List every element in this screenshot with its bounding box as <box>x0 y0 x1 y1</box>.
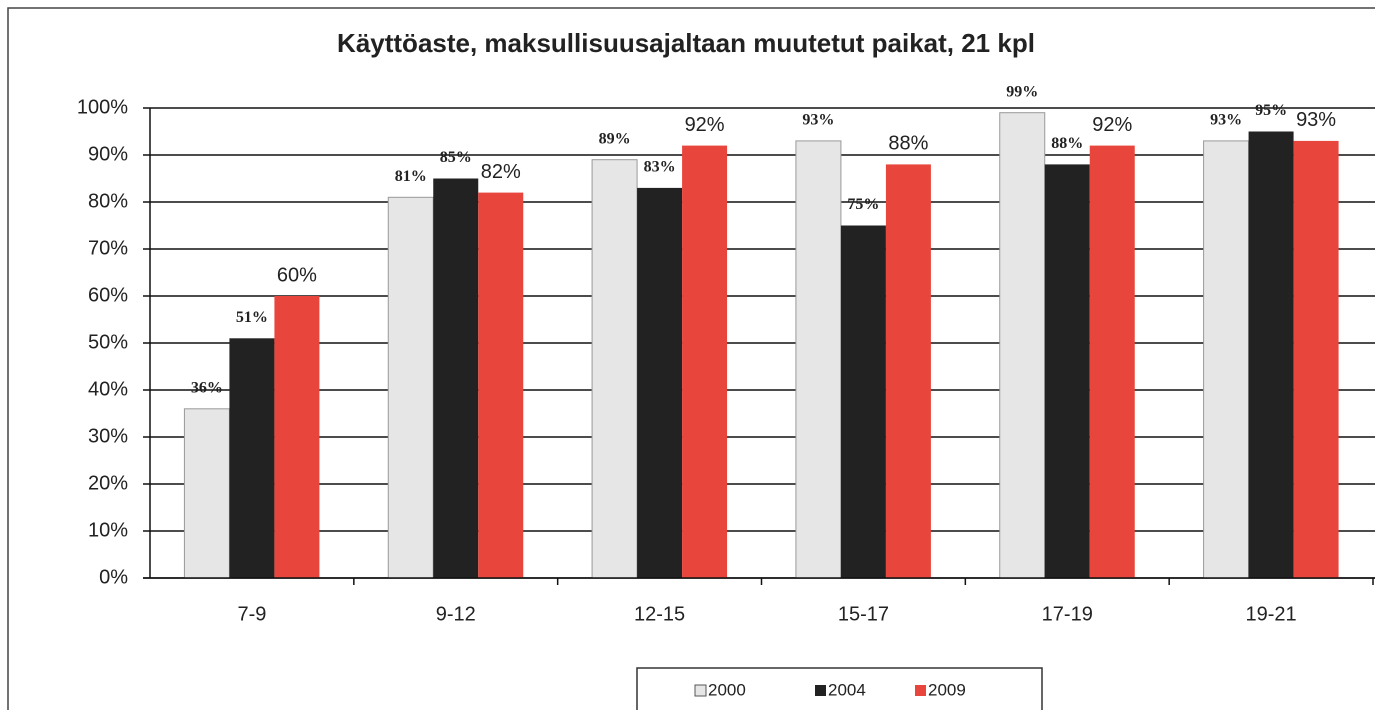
y-tick-label: 90% <box>88 143 128 165</box>
bar <box>183 408 230 579</box>
y-tick-label: 60% <box>88 284 128 306</box>
y-tick-label: 100% <box>77 96 128 118</box>
data-label: 60% <box>277 264 317 286</box>
data-label: 51% <box>236 309 268 326</box>
x-tick-label: 15-17 <box>838 603 889 625</box>
bar <box>795 140 842 579</box>
bar <box>682 145 728 578</box>
legend-label: 2000 <box>708 680 746 699</box>
x-tick-label: 17-19 <box>1042 603 1093 625</box>
bar <box>840 225 886 578</box>
data-label: 89% <box>599 130 631 147</box>
bar <box>999 112 1046 579</box>
bar <box>387 196 434 579</box>
data-label: 92% <box>685 114 725 136</box>
bar <box>591 159 638 579</box>
data-label: 88% <box>1051 135 1083 152</box>
data-label: 93% <box>1210 112 1242 129</box>
y-tick-label: 50% <box>88 331 128 353</box>
data-label: 36% <box>191 379 223 396</box>
data-label: 75% <box>847 196 879 213</box>
x-tick-label: 9-12 <box>436 603 476 625</box>
legend-label: 2004 <box>828 680 866 699</box>
data-label: 99% <box>1006 83 1038 100</box>
x-tick-label: 12-15 <box>634 603 685 625</box>
bar <box>637 187 683 578</box>
data-label: 82% <box>481 161 521 183</box>
bar <box>1293 140 1339 578</box>
bar <box>1248 131 1294 578</box>
data-label: 95% <box>1255 102 1287 119</box>
y-tick-label: 40% <box>88 378 128 400</box>
bar <box>433 178 479 578</box>
legend-swatch <box>694 684 707 697</box>
data-label: 81% <box>395 168 427 185</box>
data-label: 85% <box>440 149 472 166</box>
legend-swatch <box>915 685 926 696</box>
bar <box>274 296 320 578</box>
data-label: 83% <box>644 159 676 176</box>
legend-label: 2009 <box>928 680 966 699</box>
data-label: 92% <box>1092 114 1132 136</box>
bar <box>1089 145 1135 578</box>
bar <box>229 338 275 578</box>
y-tick-label: 70% <box>88 237 128 259</box>
bar <box>1203 140 1250 579</box>
data-label: 93% <box>802 112 834 129</box>
legend-swatch <box>815 685 826 696</box>
data-label: 93% <box>1296 109 1336 131</box>
y-tick-label: 20% <box>88 472 128 494</box>
y-tick-label: 0% <box>99 566 128 588</box>
bar <box>1044 164 1090 578</box>
chart-frame <box>7 7 1375 710</box>
x-tick-label: 19-21 <box>1246 603 1297 625</box>
bar <box>885 164 931 578</box>
y-tick-label: 30% <box>88 425 128 447</box>
chart-title: Käyttöaste, maksullisuusajaltaan muutetu… <box>337 28 1035 58</box>
y-tick-label: 80% <box>88 190 128 212</box>
y-tick-label: 10% <box>88 519 128 541</box>
data-label: 88% <box>888 133 928 155</box>
x-tick-label: 7-9 <box>237 603 266 625</box>
bar <box>478 192 524 578</box>
